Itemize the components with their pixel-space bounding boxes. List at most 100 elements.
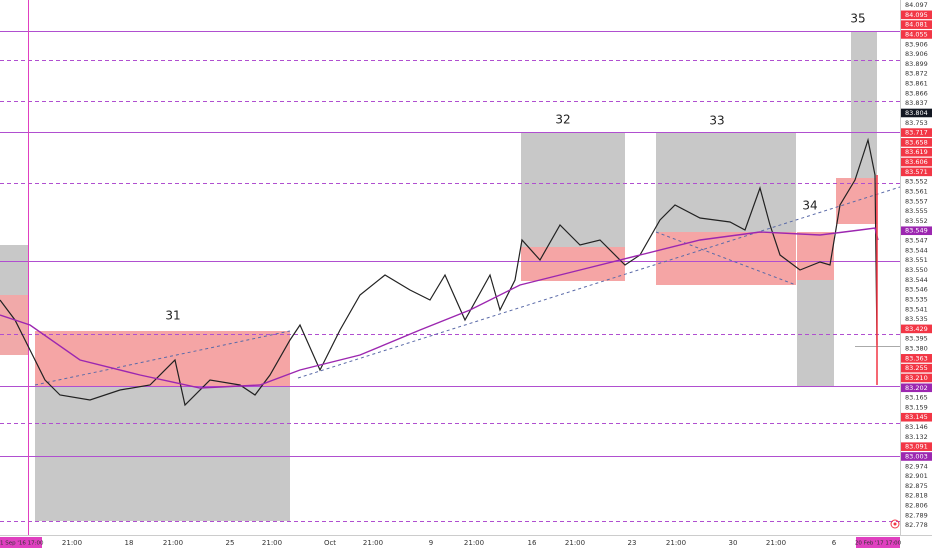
price-label-bg — [901, 147, 932, 157]
price-label: 83.717 — [905, 129, 928, 137]
time-label: 23 — [628, 539, 637, 547]
price-label: 83.550 — [905, 266, 928, 274]
price-label-bg — [901, 442, 932, 451]
price-label: 82.778 — [905, 521, 928, 529]
price-label: 83.165 — [905, 394, 928, 402]
price-label-bg — [901, 10, 932, 20]
price-label: 83.535 — [905, 295, 928, 303]
time-label: 21:00 — [363, 539, 383, 547]
price-label: 82.875 — [905, 482, 928, 490]
price-label: 83.571 — [905, 168, 928, 176]
price-label: 83.546 — [905, 286, 928, 294]
levels — [0, 31, 900, 522]
time-label: 18 — [125, 539, 134, 547]
price-label-bg — [901, 108, 932, 118]
price-label-bg — [901, 363, 932, 373]
price-label: 83.872 — [905, 70, 928, 78]
price-label: 83.146 — [905, 423, 928, 431]
price-label: 83.753 — [905, 119, 928, 127]
price-label: 83.544 — [905, 276, 928, 284]
price-label-bg — [901, 167, 932, 177]
price-label: 83.606 — [905, 158, 928, 166]
time-label: 6 — [832, 539, 837, 547]
price-label-bg — [901, 354, 932, 363]
price-label: 83.202 — [905, 384, 928, 392]
price-label: 83.544 — [905, 246, 928, 254]
price-label: 83.899 — [905, 60, 928, 68]
time-label: 21:00 — [262, 539, 282, 547]
price-label: 83.145 — [905, 413, 928, 421]
time-label: 21:00 — [464, 539, 484, 547]
time-axis — [0, 535, 932, 550]
price-label: 83.003 — [905, 452, 928, 460]
price-label: 83.552 — [905, 178, 928, 186]
price-label: 83.906 — [905, 50, 928, 58]
price-label-bg — [901, 128, 932, 137]
price-label: 83.210 — [905, 374, 928, 382]
price-label-bg — [901, 30, 932, 39]
price-label: 82.789 — [905, 511, 928, 519]
price-label: 83.541 — [905, 305, 928, 313]
price-label: 84.055 — [905, 30, 928, 38]
price-label: 84.097 — [905, 1, 928, 9]
price-label: 84.081 — [905, 21, 928, 29]
price-label: 82.901 — [905, 472, 928, 480]
time-label: 25 — [226, 539, 235, 547]
price-label-bg — [901, 157, 932, 167]
time-label: 11 Sep '16 17:00 — [0, 541, 44, 547]
price-label: 83.132 — [905, 433, 928, 441]
time-label-bg — [0, 537, 42, 548]
time-label: 20 Feb '17 17:00 — [855, 541, 902, 547]
zone-label: 35 — [850, 12, 865, 26]
price-label-bg — [901, 412, 932, 422]
price-label: 82.818 — [905, 492, 928, 500]
time-label: 21:00 — [62, 539, 82, 547]
price-label: 83.557 — [905, 197, 928, 205]
price-label-bg — [901, 138, 932, 147]
price-label: 83.535 — [905, 315, 928, 323]
trend-line — [655, 231, 797, 286]
price-label: 83.619 — [905, 148, 928, 156]
price-label: 82.806 — [905, 502, 928, 510]
price-label-bg — [901, 324, 932, 334]
zone — [35, 331, 290, 386]
time-label-bg — [856, 537, 900, 548]
trend-line — [34, 330, 291, 386]
price-label-bg — [901, 383, 932, 393]
time-label: 21:00 — [666, 539, 686, 547]
time-label: 9 — [429, 539, 433, 547]
price-label: 83.804 — [905, 109, 928, 117]
price-label: 83.552 — [905, 217, 928, 225]
price-label: 83.363 — [905, 354, 928, 362]
time-label: 21:00 — [163, 539, 183, 547]
time-label: 21:00 — [766, 539, 786, 547]
price-label: 83.255 — [905, 364, 928, 372]
time-label: Oct — [324, 539, 336, 547]
zone-label: 34 — [802, 199, 817, 213]
price-label: 83.395 — [905, 335, 928, 343]
price-label: 83.159 — [905, 403, 928, 411]
price-series — [0, 137, 878, 407]
settings-icon-dot — [893, 522, 897, 526]
price-label-bg — [901, 20, 932, 29]
moving-average — [0, 227, 879, 389]
price-label: 83.091 — [905, 443, 928, 451]
zone-label: 31 — [165, 309, 180, 323]
price-label: 83.429 — [905, 325, 928, 333]
zone — [0, 295, 28, 355]
zone-label: 32 — [555, 113, 570, 127]
price-label: 83.837 — [905, 99, 928, 107]
time-label: 21:00 — [565, 539, 585, 547]
price-label: 83.549 — [905, 227, 928, 235]
price-label: 83.551 — [905, 256, 928, 264]
price-label: 84.095 — [905, 11, 928, 19]
price-label: 83.861 — [905, 80, 928, 88]
settings-icon[interactable] — [890, 519, 900, 529]
price-label-bg — [901, 373, 932, 383]
price-label: 83.658 — [905, 138, 928, 146]
zones — [0, 31, 877, 521]
zone — [797, 232, 834, 280]
zone-label: 33 — [709, 114, 724, 128]
price-label: 83.547 — [905, 237, 928, 245]
